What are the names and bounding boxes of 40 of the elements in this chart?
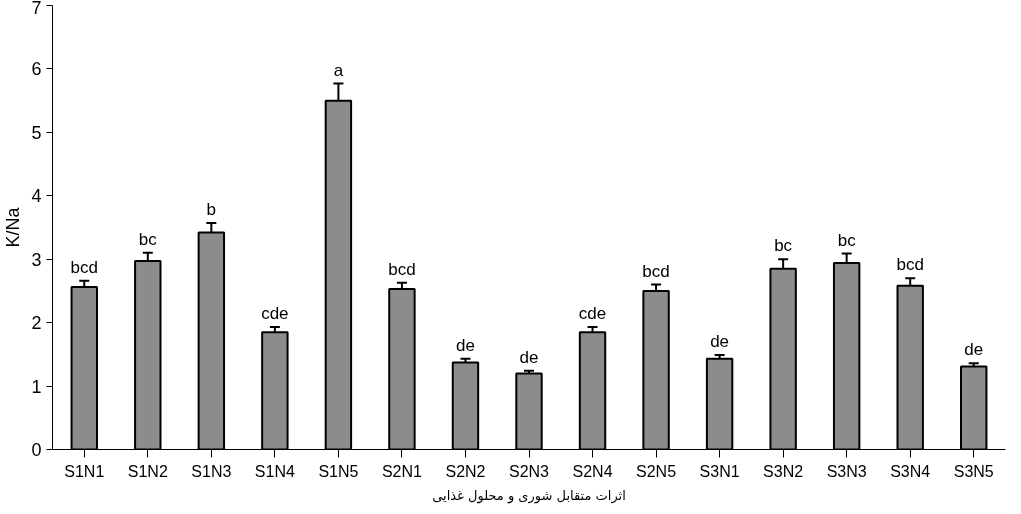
y-tick-label: 3 bbox=[31, 249, 42, 270]
x-tick-label: S1N4 bbox=[254, 462, 295, 480]
annotation: cde bbox=[261, 304, 289, 324]
x-tick-label: S3N5 bbox=[953, 462, 994, 480]
y-tick-label: 0 bbox=[31, 440, 42, 460]
x-tick-label: S3N1 bbox=[699, 462, 740, 480]
annotation: a bbox=[333, 60, 344, 80]
x-tick-label: S3N3 bbox=[826, 462, 867, 480]
y-tick-label: 4 bbox=[31, 186, 42, 207]
x-tick-label: S3N2 bbox=[763, 462, 804, 480]
x-tick-label: S1N3 bbox=[191, 462, 232, 480]
annotation: bcd bbox=[896, 255, 924, 275]
x-tick-label: S1N1 bbox=[64, 462, 105, 480]
y-tick-label: 1 bbox=[31, 376, 42, 397]
x-tick-label: S3N4 bbox=[890, 462, 931, 480]
y-axis-title: K/Na bbox=[3, 206, 24, 248]
annotation: bc bbox=[138, 229, 158, 249]
annotation: bc bbox=[774, 236, 793, 256]
x-tick-label: S1N2 bbox=[127, 462, 168, 480]
y-tick-label: 6 bbox=[31, 59, 42, 80]
x-tick-label: S2N5 bbox=[636, 462, 677, 480]
x-tick-label: S2N2 bbox=[445, 462, 486, 480]
annotation: cde bbox=[578, 304, 607, 324]
x-tick-label: S2N4 bbox=[572, 462, 613, 480]
annotation: b bbox=[206, 200, 217, 220]
y-tick-label: 5 bbox=[31, 122, 42, 143]
annotation: de bbox=[456, 335, 475, 355]
annotation: bcd bbox=[70, 257, 98, 277]
annotation: bcd bbox=[388, 259, 416, 279]
x-tick-label: S2N1 bbox=[381, 462, 423, 480]
annotation: de bbox=[710, 331, 730, 351]
x-tick-label: S2N3 bbox=[508, 462, 550, 480]
annotation: de bbox=[964, 340, 984, 360]
y-tick-label: 2 bbox=[31, 313, 42, 334]
x-tick-label: S1N5 bbox=[318, 462, 359, 480]
annotation: bc bbox=[837, 230, 857, 250]
annotation: bcd bbox=[642, 261, 670, 281]
y-tick-label: 7 bbox=[31, 0, 42, 18]
annotation: de bbox=[519, 347, 539, 367]
x-axis-title: اثرات متقابل شوری و محلول غذایی bbox=[432, 487, 626, 504]
